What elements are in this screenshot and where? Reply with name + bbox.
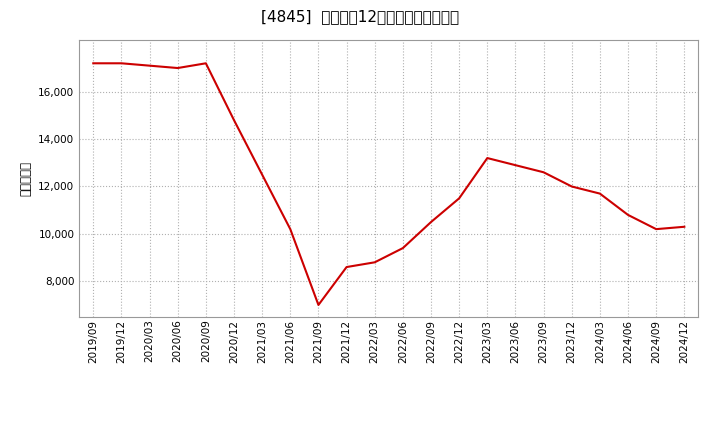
Text: [4845]  売上高の12か月移動合計の推移: [4845] 売上高の12か月移動合計の推移	[261, 9, 459, 24]
Y-axis label: （百万円）: （百万円）	[19, 161, 32, 196]
